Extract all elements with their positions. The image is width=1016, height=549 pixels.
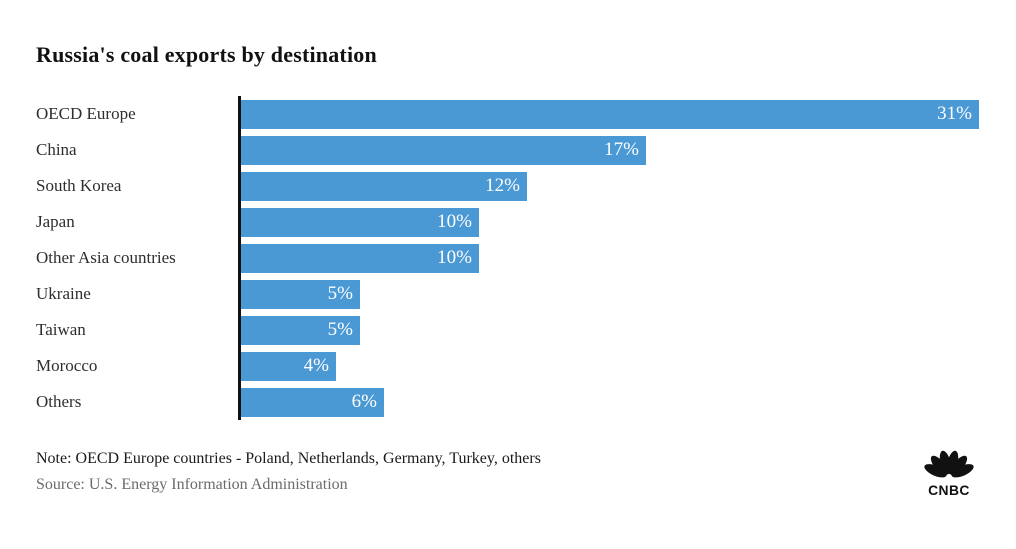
bar-value-label: 12% <box>485 175 520 196</box>
bar-chart: OECD Europe 31% China 17% South Korea 12% Japa… <box>36 96 980 420</box>
bar-value-label: 17% <box>604 139 639 160</box>
bar-track: 12% <box>238 168 980 204</box>
category-label: China <box>36 140 77 159</box>
source-text: Source: U.S. Energy Information Administ… <box>36 476 348 493</box>
bar-track: 17% <box>238 132 980 168</box>
bar-track: 5% <box>238 276 980 312</box>
bar-row: Morocco 4% <box>36 348 980 384</box>
bar-track: 6% <box>238 384 980 420</box>
category-label: OECD Europe <box>36 104 136 123</box>
bar: 5% <box>241 279 360 309</box>
category-label: Japan <box>36 212 75 231</box>
bar-row: Other Asia countries 10% <box>36 240 980 276</box>
bar-track: 10% <box>238 240 980 276</box>
cnbc-wordmark: CNBC <box>928 482 970 498</box>
bar: 6% <box>241 387 384 417</box>
bar: 31% <box>241 99 979 129</box>
footnotes: Note: OECD Europe countries - Poland, Ne… <box>36 446 541 498</box>
bar-track: 10% <box>238 204 980 240</box>
bar-row: OECD Europe 31% <box>36 96 980 132</box>
page-title: Russia's coal exports by destination <box>36 42 377 67</box>
category-label: Others <box>36 392 82 411</box>
bar: 10% <box>241 207 479 237</box>
category-label: Other Asia countries <box>36 248 176 267</box>
bar-row: Japan 10% <box>36 204 980 240</box>
bar: 12% <box>241 171 527 201</box>
note-text: Note: OECD Europe countries - Poland, Ne… <box>36 450 541 467</box>
bar-row: China 17% <box>36 132 980 168</box>
bar-value-label: 4% <box>303 355 329 376</box>
peacock-icon <box>924 450 974 478</box>
bar-value-label: 5% <box>327 319 353 340</box>
bar-row: Others 6% <box>36 384 980 420</box>
bar-track: 31% <box>238 96 980 132</box>
bar: 10% <box>241 243 479 273</box>
bar: 5% <box>241 315 360 345</box>
cnbc-logo: CNBC <box>924 450 974 498</box>
category-label: Morocco <box>36 356 98 375</box>
bar-value-label: 31% <box>937 103 972 124</box>
bar-value-label: 6% <box>351 391 377 412</box>
category-label: Ukraine <box>36 284 91 303</box>
bar-track: 5% <box>238 312 980 348</box>
chart-footer: Note: OECD Europe countries - Poland, Ne… <box>36 446 980 498</box>
bar-row: Taiwan 5% <box>36 312 980 348</box>
bar-value-label: 5% <box>327 283 353 304</box>
bar: 17% <box>241 135 646 165</box>
bar-value-label: 10% <box>437 211 472 232</box>
bar: 4% <box>241 351 336 381</box>
bar-row: Ukraine 5% <box>36 276 980 312</box>
bar-track: 4% <box>238 348 980 384</box>
category-label: South Korea <box>36 176 122 195</box>
bar-row: South Korea 12% <box>36 168 980 204</box>
bar-value-label: 10% <box>437 247 472 268</box>
category-label: Taiwan <box>36 320 86 339</box>
